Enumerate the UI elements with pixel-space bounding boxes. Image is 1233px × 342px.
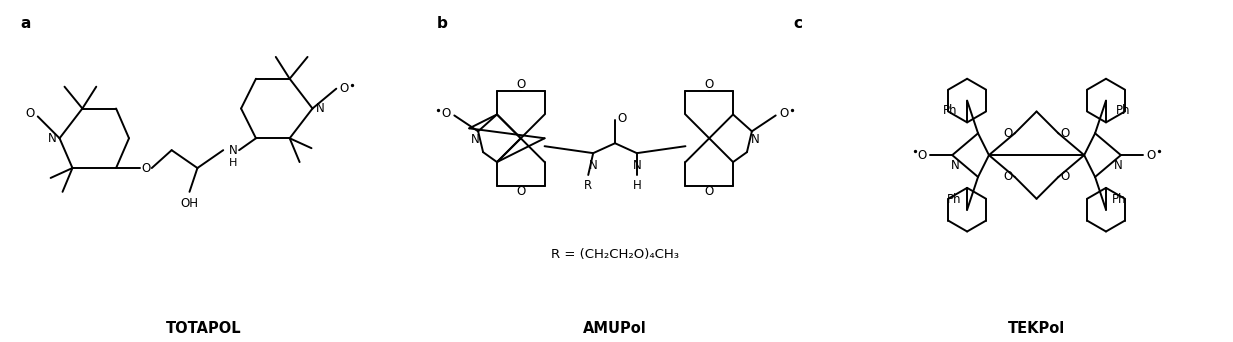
Text: R: R (584, 179, 592, 193)
Text: N: N (48, 132, 57, 145)
Text: O: O (1060, 127, 1070, 140)
Text: TOTAPOL: TOTAPOL (165, 321, 242, 336)
Text: O: O (517, 78, 525, 91)
Text: b: b (436, 16, 448, 31)
Text: N: N (229, 144, 238, 157)
Text: O: O (1004, 127, 1012, 140)
Text: O: O (1060, 170, 1070, 183)
Text: R = (CH₂CH₂O)₄CH₃: R = (CH₂CH₂O)₄CH₃ (551, 248, 679, 261)
Text: O: O (142, 161, 150, 174)
Text: H: H (229, 158, 237, 168)
Text: N: N (751, 133, 760, 146)
Text: H: H (633, 179, 641, 193)
Text: N: N (1113, 159, 1122, 172)
Text: O: O (1145, 149, 1155, 162)
Text: O: O (917, 149, 927, 162)
Text: Ph: Ph (947, 193, 962, 206)
Text: Ph: Ph (1116, 104, 1131, 117)
Text: O: O (441, 107, 451, 120)
Text: O: O (704, 185, 714, 198)
Text: O: O (517, 185, 525, 198)
Text: O: O (339, 82, 349, 95)
Text: a: a (20, 16, 31, 31)
Text: N: N (471, 133, 480, 146)
Text: TEKPol: TEKPol (1007, 321, 1065, 336)
Text: Ph: Ph (943, 104, 957, 117)
Text: AMUPol: AMUPol (583, 321, 647, 336)
Text: N: N (589, 159, 598, 172)
Text: O: O (779, 107, 788, 120)
Text: O: O (25, 107, 35, 120)
Text: O: O (704, 78, 714, 91)
Text: O: O (1004, 170, 1012, 183)
Text: N: N (951, 159, 959, 172)
Text: c: c (794, 16, 803, 31)
Text: OH: OH (180, 197, 199, 210)
Text: N: N (633, 159, 641, 172)
Text: O: O (618, 112, 626, 125)
Text: N: N (316, 102, 324, 115)
Text: Ph: Ph (1112, 193, 1127, 206)
